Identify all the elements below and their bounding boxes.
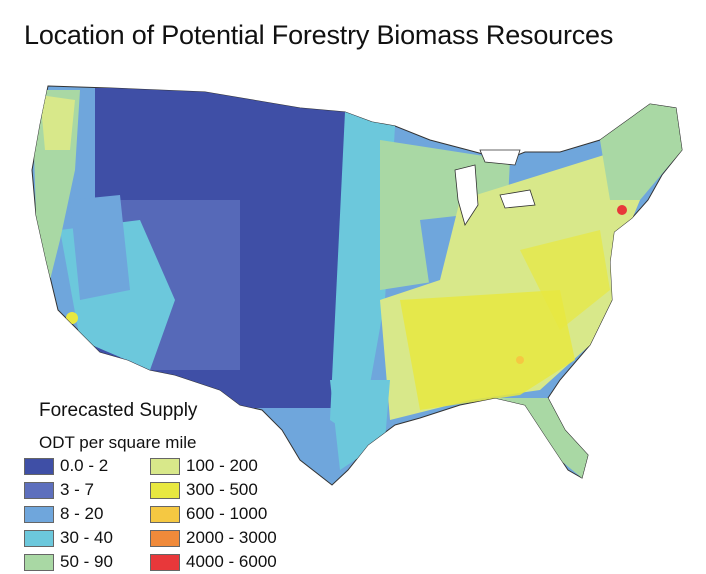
legend-label: 8 - 20: [60, 504, 104, 523]
region-east-texas: [330, 380, 390, 470]
great-lakes: [454, 149, 536, 226]
legend-item: 100 - 200: [150, 456, 310, 476]
region-southeast: [400, 290, 575, 410]
region-appalachia: [520, 230, 610, 330]
hotspot-socal: [66, 312, 78, 324]
legend-item: 0.0 - 2: [24, 456, 150, 476]
legend-swatch: [24, 553, 54, 571]
legend-swatch: [150, 481, 180, 499]
legend-swatch: [24, 505, 54, 523]
legend-item: 8 - 20: [24, 504, 150, 524]
hotspot-atlanta: [516, 356, 524, 364]
legend-subtitle: ODT per square mile: [39, 433, 197, 452]
legend-swatch: [150, 457, 180, 475]
legend-label: 3 - 7: [60, 480, 95, 499]
legend-item: 300 - 500: [150, 480, 310, 500]
region-florida: [495, 398, 588, 478]
region-pacific-nw: [40, 95, 75, 150]
region-transition: [330, 112, 395, 440]
legend-swatch: [150, 529, 180, 547]
region-new-england: [600, 104, 682, 200]
legend-label: 100 - 200: [186, 456, 258, 475]
legend-swatch: [24, 481, 54, 499]
legend-title: Forecasted Supply: [39, 400, 198, 421]
legend-swatch: [24, 529, 54, 547]
legend-item: 2000 - 3000: [150, 528, 310, 548]
hotspot-nyc: [617, 205, 627, 215]
legend-swatch: [150, 505, 180, 523]
legend-label: 300 - 500: [186, 480, 258, 499]
legend: 0.0 - 2 3 - 7 8 - 20 30 - 40 50 - 90 100…: [24, 456, 310, 572]
legend-label: 600 - 1000: [186, 504, 268, 523]
map-title: Location of Potential Forestry Biomass R…: [24, 20, 614, 50]
legend-swatch: [24, 457, 54, 475]
legend-label: 50 - 90: [60, 552, 113, 571]
legend-label: 30 - 40: [60, 528, 113, 547]
legend-item: 50 - 90: [24, 552, 150, 572]
legend-item: 3 - 7: [24, 480, 150, 500]
legend-item: 30 - 40: [24, 528, 150, 548]
legend-label: 2000 - 3000: [186, 528, 277, 547]
legend-item: 600 - 1000: [150, 504, 310, 524]
legend-swatch: [150, 553, 180, 571]
legend-item: 4000 - 6000: [150, 552, 310, 572]
legend-label: 4000 - 6000: [186, 552, 277, 571]
legend-label: 0.0 - 2: [60, 456, 109, 475]
region-nevada: [70, 195, 130, 300]
